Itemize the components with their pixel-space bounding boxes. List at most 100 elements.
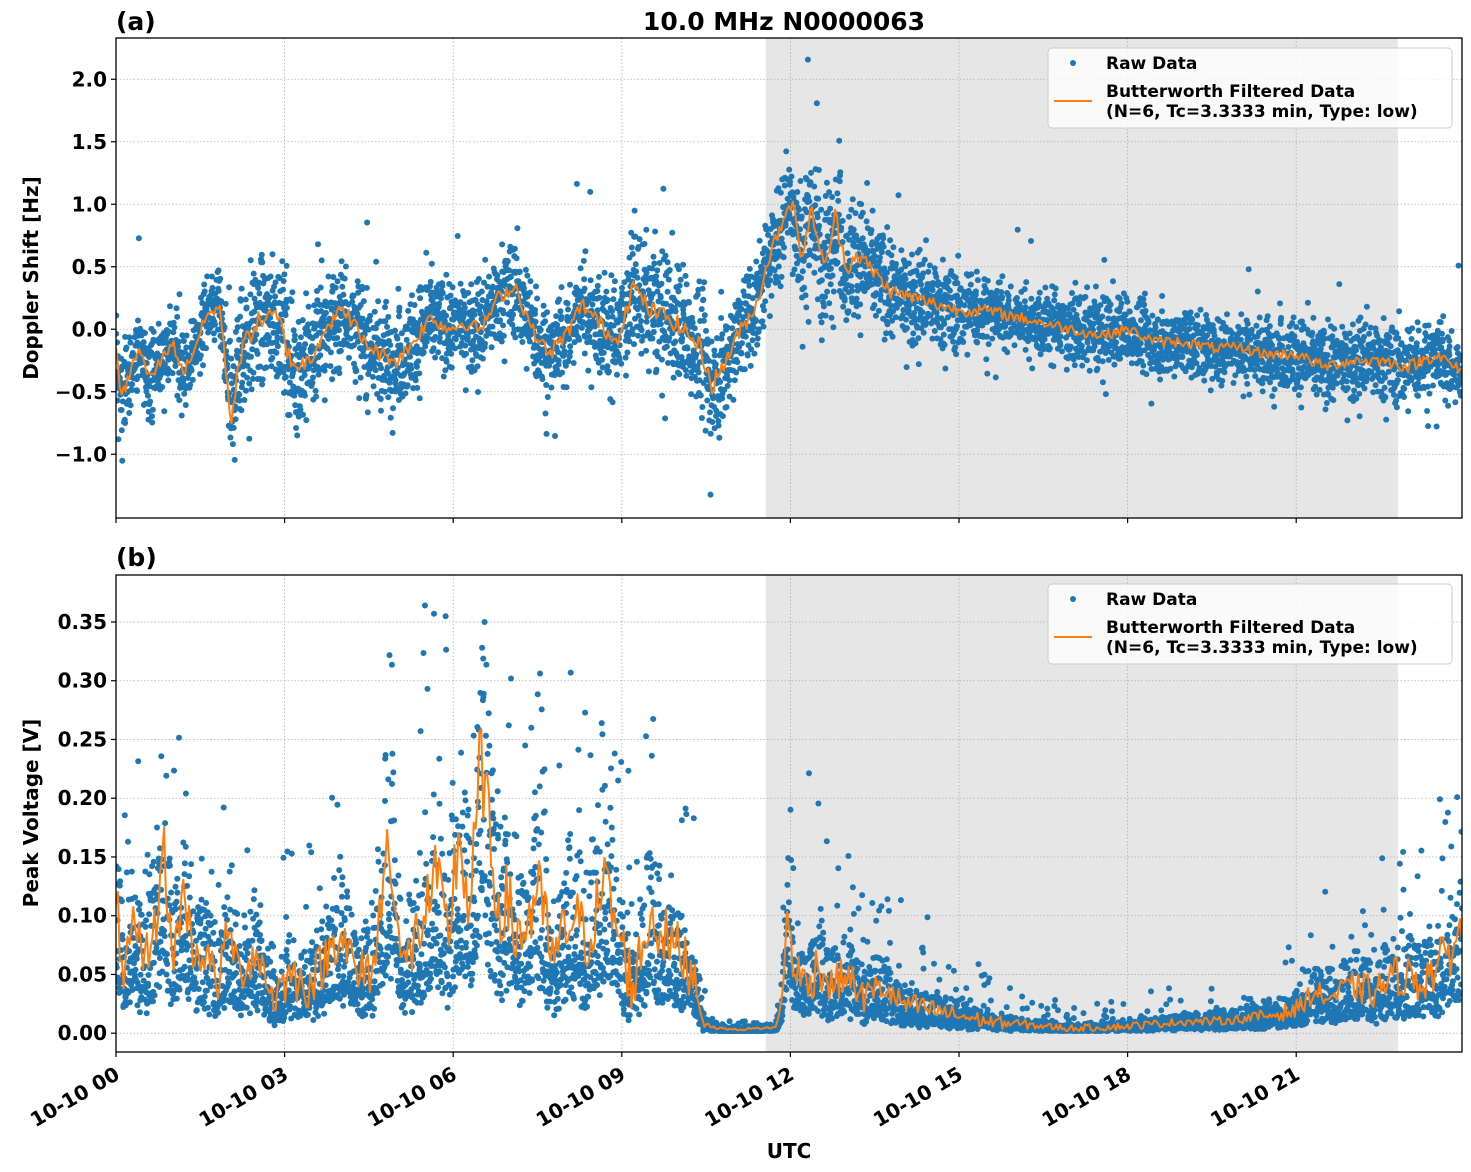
raw-data-point: [390, 405, 396, 412]
raw-data-point: [339, 283, 346, 290]
raw-data-point: [307, 348, 314, 355]
raw-data-point: [582, 248, 589, 255]
raw-data-point: [931, 265, 938, 272]
raw-data-point: [311, 302, 318, 309]
raw-data-point: [174, 313, 181, 320]
raw-data-point: [599, 364, 606, 371]
raw-data-point: [384, 347, 391, 354]
raw-data-point: [900, 307, 907, 313]
raw-data-point: [983, 356, 990, 363]
raw-data-point: [636, 236, 643, 243]
raw-data-point: [826, 189, 833, 196]
raw-data-point: [1316, 386, 1323, 393]
raw-data-point: [1140, 362, 1147, 369]
raw-data-point: [489, 323, 496, 330]
raw-data-point: [1353, 347, 1359, 354]
raw-data-point: [723, 404, 730, 410]
raw-data-point: [253, 331, 260, 338]
raw-data-point: [364, 409, 371, 416]
raw-data-point: [954, 323, 961, 330]
raw-data-point: [201, 281, 208, 288]
raw-data-point: [881, 336, 888, 343]
raw-data-point: [699, 285, 706, 292]
raw-data-point: [540, 302, 547, 309]
raw-data-point: [803, 304, 810, 311]
raw-data-point: [116, 436, 122, 443]
raw-data-point: [1319, 340, 1326, 347]
raw-data-point: [218, 298, 225, 305]
raw-data-point: [365, 326, 372, 333]
raw-data-point: [359, 315, 366, 322]
raw-data-point: [777, 283, 784, 290]
raw-data-point: [1004, 349, 1011, 356]
raw-data-point: [201, 288, 208, 295]
raw-data-point: [916, 246, 923, 253]
raw-data-point: [519, 339, 526, 345]
raw-data-point: [960, 339, 967, 345]
raw-data-point: [820, 303, 827, 310]
raw-data-point: [384, 323, 390, 330]
raw-data-point: [1099, 358, 1106, 365]
raw-data-point: [1298, 404, 1305, 411]
raw-data-point: [889, 317, 895, 324]
raw-data-point: [852, 210, 859, 217]
raw-data-point: [1390, 391, 1397, 398]
raw-data-point: [230, 424, 237, 431]
raw-data-point: [350, 342, 357, 349]
raw-data-point: [1333, 337, 1340, 344]
raw-data-point: [883, 269, 890, 276]
raw-data-point: [782, 222, 789, 229]
raw-data-point: [520, 285, 527, 292]
raw-data-point: [888, 252, 895, 259]
raw-data-point: [1244, 380, 1251, 387]
raw-data-point: [876, 254, 883, 261]
raw-data-point: [840, 303, 847, 310]
raw-data-point: [847, 272, 854, 279]
raw-data-point: [446, 346, 453, 352]
raw-data-point: [1314, 374, 1320, 381]
raw-data-point: [792, 246, 799, 253]
raw-data-point: [283, 262, 290, 269]
raw-data-point: [217, 275, 224, 282]
raw-data-point: [909, 287, 916, 294]
raw-data-point: [145, 392, 151, 399]
raw-data-point: [571, 339, 578, 346]
raw-data-point: [638, 350, 645, 357]
raw-data-point: [126, 410, 133, 416]
raw-data-point: [197, 371, 204, 377]
raw-data-point: [435, 349, 442, 356]
raw-data-point: [1028, 295, 1035, 302]
raw-data-point: [176, 291, 183, 298]
raw-data-point: [816, 222, 823, 229]
raw-data-point: [251, 308, 258, 315]
raw-data-point: [1002, 321, 1009, 328]
raw-data-point: [1111, 361, 1118, 368]
raw-data-point: [323, 309, 329, 316]
raw-data-point: [222, 300, 229, 307]
raw-data-point: [1218, 382, 1225, 389]
raw-data-point: [626, 338, 633, 345]
raw-data-point: [702, 427, 709, 434]
raw-data-point: [718, 288, 725, 295]
raw-data-point: [918, 281, 925, 288]
raw-data-point: [952, 344, 959, 351]
raw-data-point: [587, 277, 594, 284]
raw-data-point: [711, 352, 718, 359]
raw-data-point: [1290, 376, 1296, 383]
raw-data-point: [167, 303, 173, 310]
raw-data-point: [941, 320, 948, 327]
raw-data-point: [753, 258, 760, 265]
raw-data-point: [905, 260, 912, 267]
raw-data-point: [377, 396, 384, 402]
raw-data-point: [982, 286, 989, 293]
raw-data-point: [331, 329, 338, 336]
raw-data-point: [1137, 350, 1144, 357]
raw-data-point: [1242, 367, 1248, 374]
raw-data-point: [285, 343, 292, 350]
raw-data-point: [748, 346, 755, 353]
raw-data-point: [850, 226, 857, 233]
raw-data-point: [749, 295, 756, 302]
raw-data-point: [871, 253, 878, 260]
raw-data-point: [1353, 395, 1360, 402]
raw-data-point: [824, 288, 831, 295]
